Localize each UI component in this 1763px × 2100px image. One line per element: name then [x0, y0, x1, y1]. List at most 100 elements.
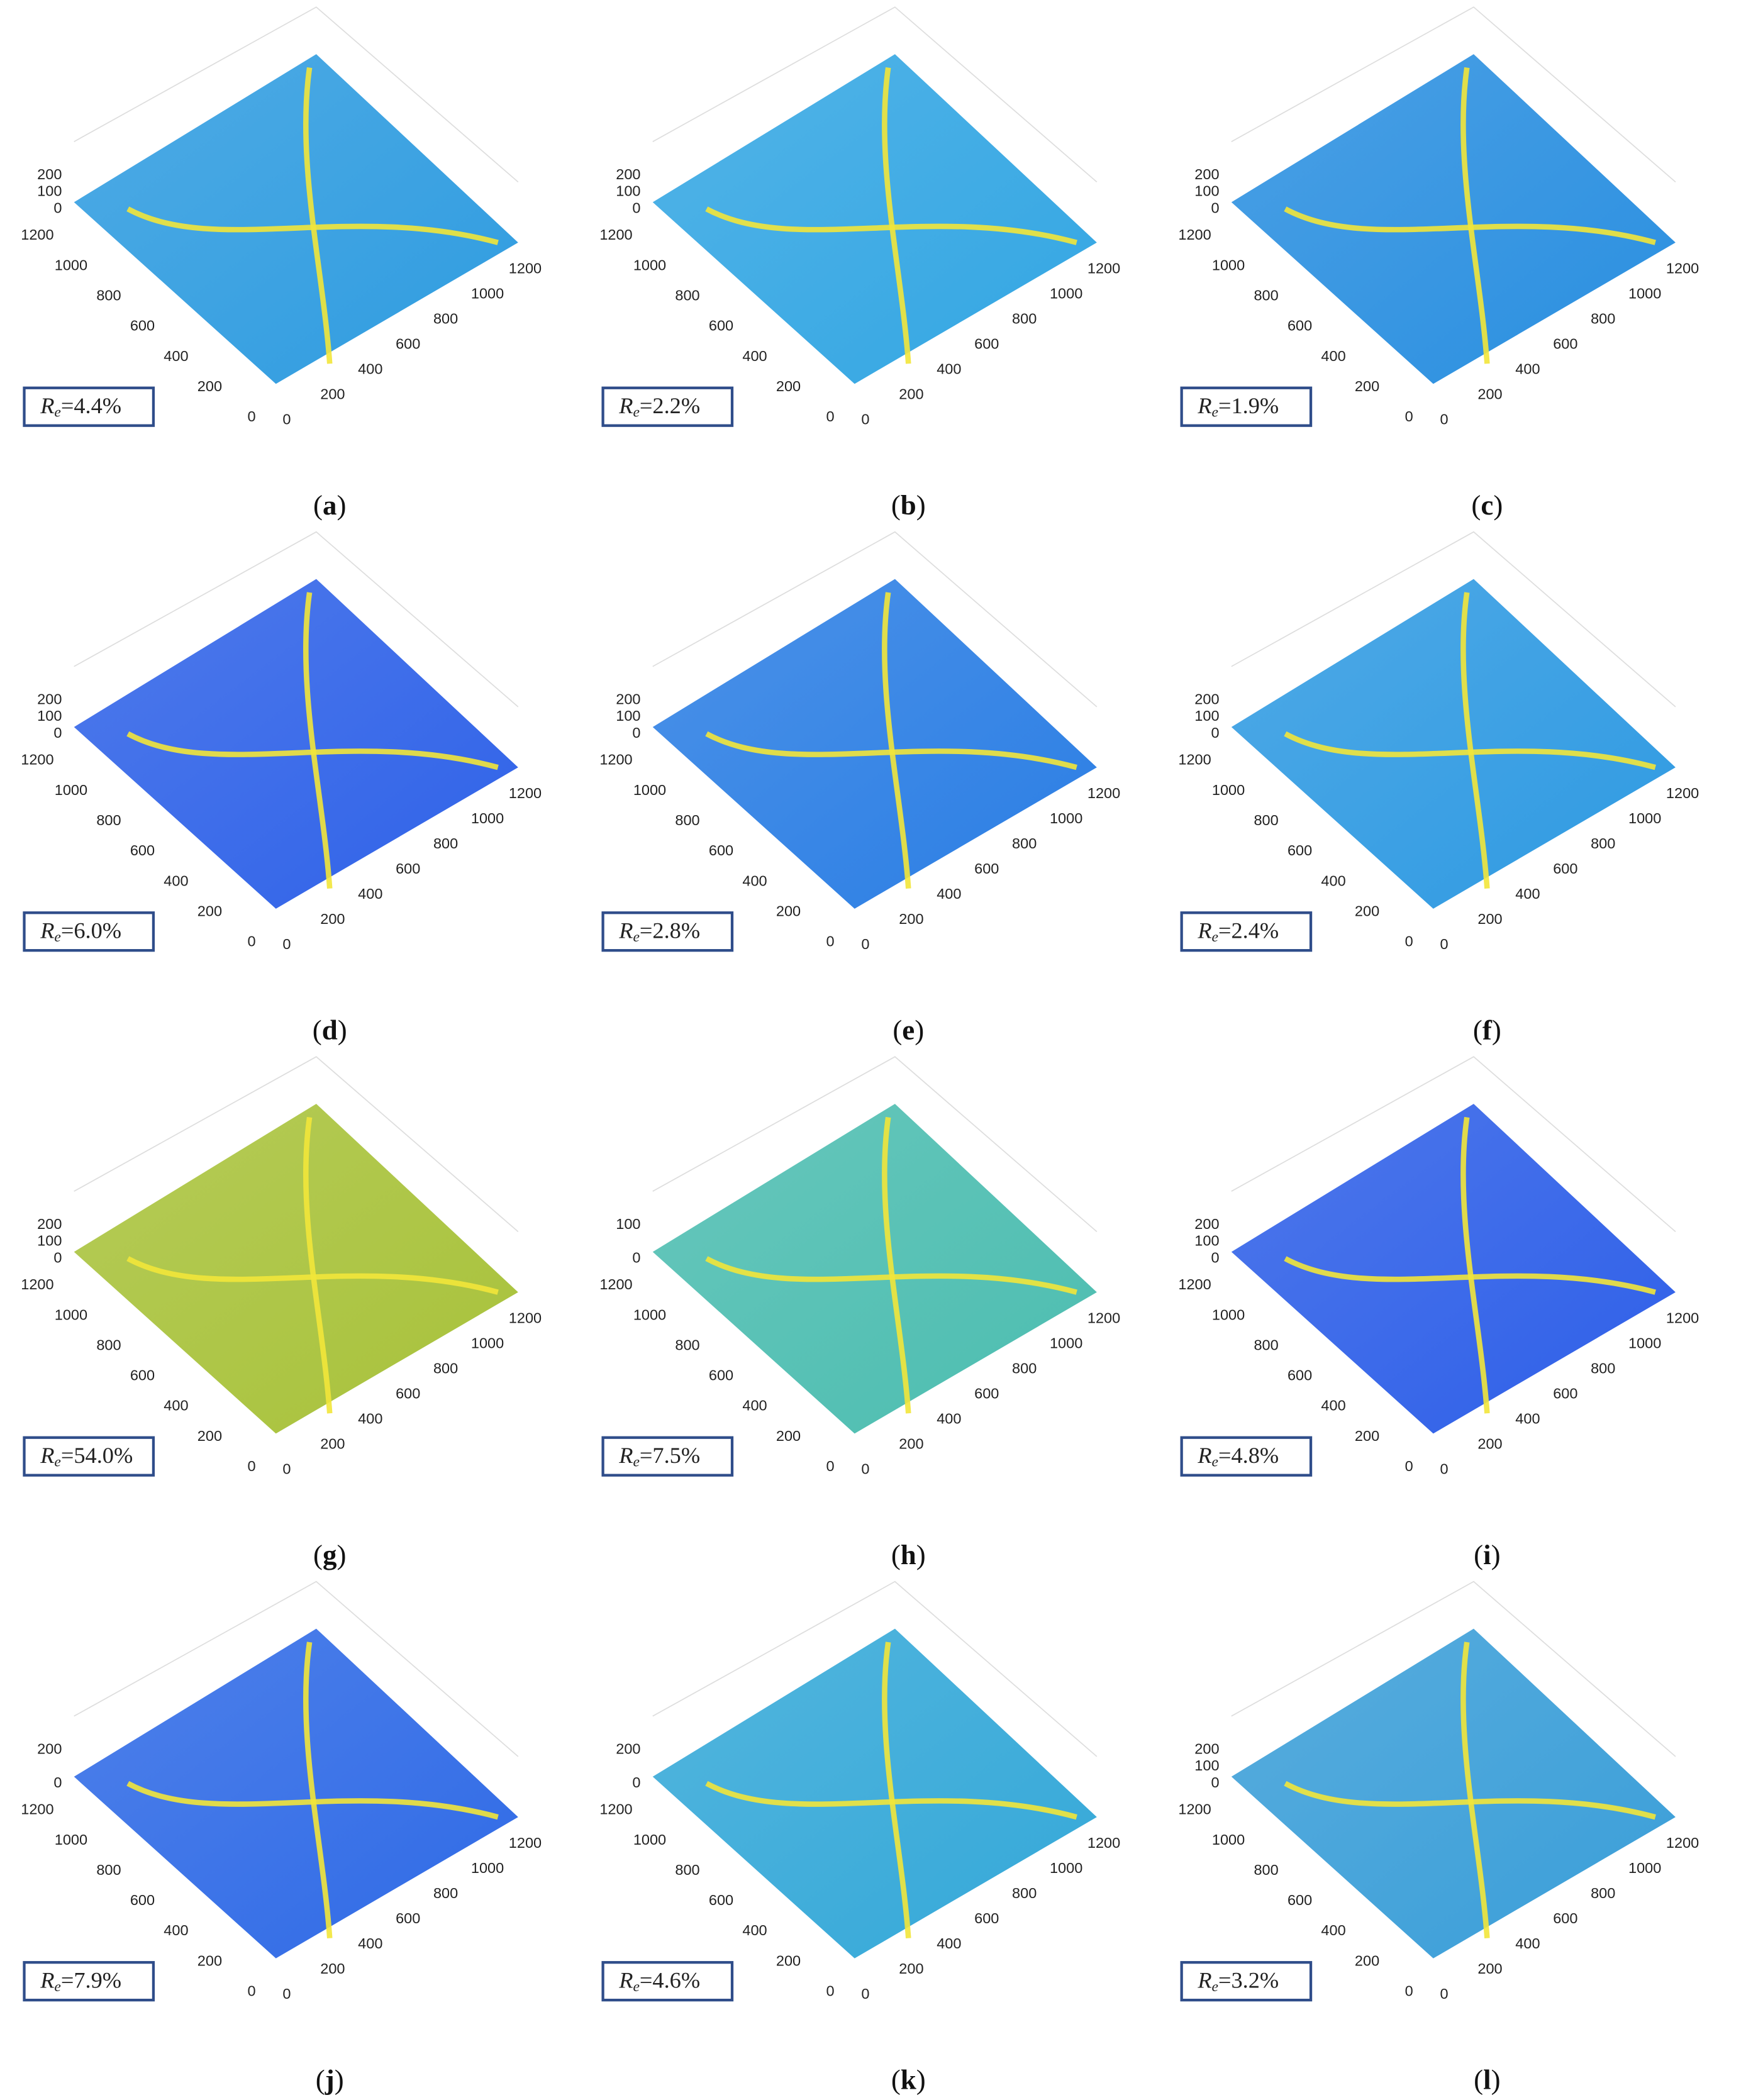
re-symbol: R — [618, 918, 633, 943]
x-tick-label: 800 — [1591, 1360, 1615, 1377]
x-tick-label: 800 — [1012, 311, 1037, 327]
z-tick-label: 200 — [37, 1740, 62, 1757]
caption-paren: ) — [335, 2064, 344, 2095]
x-tick-label: 1200 — [1087, 1835, 1120, 1851]
caption-paren: ) — [916, 489, 926, 521]
re-subscript: e — [54, 1454, 60, 1470]
y-tick-label: 0 — [247, 1983, 255, 1999]
z-tick-label: 200 — [37, 166, 62, 182]
x-tick-label: 600 — [1553, 336, 1577, 352]
re-symbol: R — [40, 393, 54, 418]
caption-paren: ( — [316, 2064, 325, 2095]
z-tick-label: 0 — [632, 1774, 640, 1791]
y-tick-label: 1200 — [21, 752, 53, 768]
y-tick-label: 400 — [164, 1397, 188, 1414]
x-tick-label: 0 — [282, 1986, 291, 2002]
panel: 2001000020040060080010001200020040060080… — [1178, 1581, 1699, 2095]
y-tick-label: 1200 — [21, 226, 53, 243]
y-tick-label: 1000 — [633, 1306, 666, 1323]
x-tick-label: 600 — [974, 336, 999, 352]
y-tick-label: 600 — [1287, 1892, 1312, 1908]
caption-paren: ) — [1492, 1014, 1501, 1045]
panel: 2001000020040060080010001200020040060080… — [1178, 531, 1699, 1045]
surface — [652, 54, 1097, 384]
panel: 1000020040060080010001200020040060080010… — [599, 1056, 1120, 1570]
x-tick-label: 200 — [1477, 1435, 1502, 1452]
y-tick-label: 1000 — [1212, 1306, 1245, 1323]
crack — [882, 1116, 911, 1414]
x-tick-label: 0 — [1440, 411, 1448, 427]
x-tick-label: 0 — [861, 1986, 869, 2002]
x-tick-label: 1200 — [1087, 1310, 1120, 1326]
re-label: Re=4.6% — [618, 1968, 700, 1996]
z-tick-label: 0 — [53, 725, 62, 741]
y-tick-label: 200 — [1355, 903, 1379, 919]
y-tick-label: 400 — [164, 348, 188, 364]
panel: 2001000020040060080010001200020040060080… — [599, 531, 1120, 1045]
z-tick-label: 100 — [616, 708, 640, 724]
y-tick-label: 800 — [675, 812, 699, 828]
y-tick-label: 800 — [675, 287, 699, 303]
x-tick-label: 800 — [433, 1360, 458, 1377]
re-value: =7.5% — [640, 1443, 700, 1468]
x-tick-label: 200 — [320, 911, 345, 927]
re-subscript: e — [633, 1454, 639, 1470]
caption: (d) — [313, 1014, 347, 1045]
x-tick-label: 200 — [1477, 1960, 1502, 1977]
caption-paren: ) — [338, 1014, 347, 1045]
y-tick-label: 0 — [1405, 933, 1413, 950]
x-tick-label: 1000 — [471, 810, 504, 826]
caption: (h) — [891, 1539, 926, 1570]
box-frame — [74, 1056, 519, 1233]
caption: (a) — [313, 489, 346, 521]
x-tick-label: 1200 — [1666, 1835, 1699, 1851]
y-tick-label: 200 — [1355, 378, 1379, 394]
re-subscript: e — [1212, 1979, 1218, 1995]
re-subscript: e — [54, 1979, 60, 1995]
caption-paren: ( — [313, 1539, 323, 1570]
box-frame — [652, 6, 1098, 183]
z-tick-label: 200 — [1194, 1216, 1219, 1232]
box-frame — [652, 1581, 1098, 1757]
caption-letter: f — [1482, 1014, 1493, 1045]
caption: (e) — [893, 1014, 924, 1045]
x-tick-label: 600 — [1553, 1910, 1577, 1926]
surface — [1231, 1628, 1676, 1958]
y-tick-label: 0 — [826, 408, 835, 425]
y-tick-label: 1200 — [1178, 1276, 1211, 1292]
y-tick-label: 800 — [1254, 1336, 1278, 1353]
y-tick-label: 0 — [826, 933, 835, 950]
re-symbol: R — [1197, 1968, 1211, 1993]
z-tick-label: 0 — [1211, 1774, 1219, 1791]
caption-paren: ) — [336, 489, 346, 521]
caption-paren: ) — [1493, 489, 1503, 521]
caption: (g) — [313, 1539, 346, 1570]
y-tick-label: 200 — [776, 1952, 801, 1969]
x-tick-label: 0 — [282, 411, 291, 427]
caption: (f) — [1473, 1014, 1501, 1045]
x-tick-label: 800 — [1012, 835, 1037, 852]
panel: 2001000020040060080010001200020040060080… — [21, 1056, 542, 1570]
caption-paren: ( — [1473, 1014, 1482, 1045]
x-tick-label: 200 — [899, 1435, 923, 1452]
caption-letter: l — [1483, 2064, 1491, 2095]
caption-letter: i — [1483, 1539, 1491, 1570]
y-tick-label: 0 — [247, 1458, 255, 1474]
caption: (c) — [1471, 489, 1503, 521]
box-frame — [74, 1581, 519, 1757]
y-tick-label: 600 — [130, 1892, 155, 1908]
x-tick-label: 600 — [974, 1385, 999, 1401]
caption-paren: ( — [1471, 489, 1481, 521]
caption-paren: ( — [891, 2064, 901, 2095]
re-box — [1180, 911, 1313, 952]
y-tick-label: 200 — [776, 903, 801, 919]
y-tick-label: 0 — [247, 933, 255, 950]
y-tick-label: 1200 — [1178, 752, 1211, 768]
x-tick-label: 600 — [974, 860, 999, 877]
panel: 2000020040060080010001200020040060080010… — [21, 1581, 542, 2095]
surface — [652, 579, 1097, 909]
y-tick-label: 1200 — [599, 226, 632, 243]
x-tick-label: 400 — [937, 886, 961, 902]
re-label: Re=4.4% — [40, 393, 121, 421]
y-tick-label: 1200 — [1178, 226, 1211, 243]
